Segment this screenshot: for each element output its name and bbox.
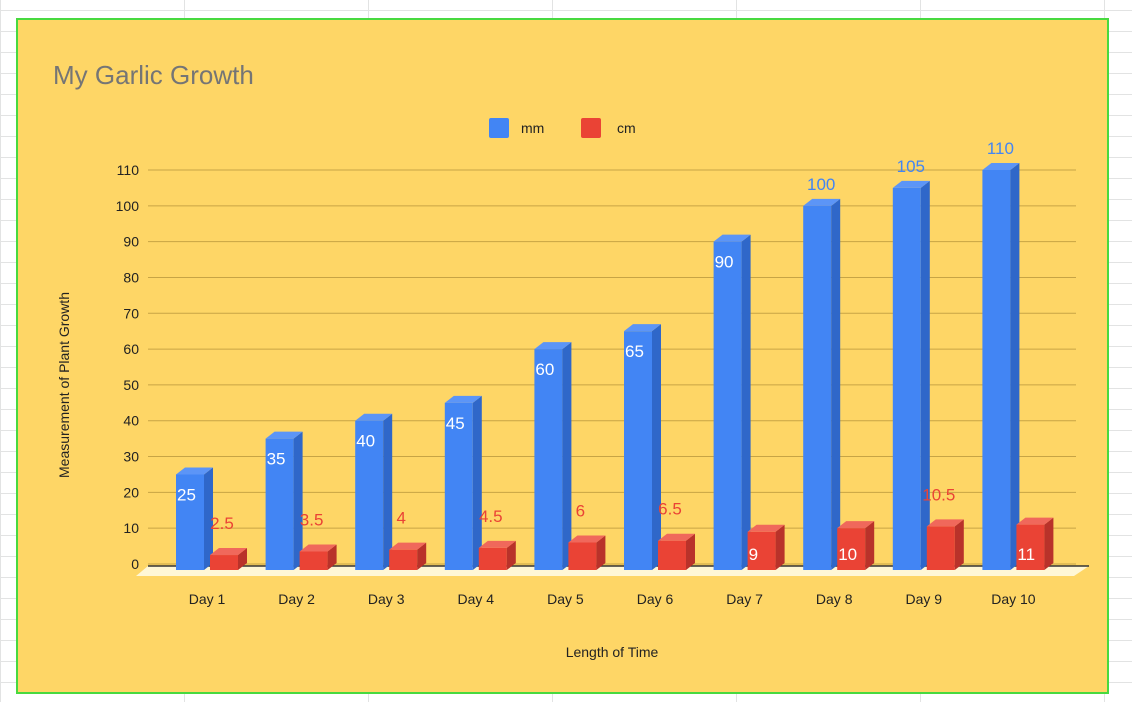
y-tick-label: 60 [123, 341, 139, 357]
x-tick-label: Day 5 [547, 591, 584, 607]
data-label-cm: 6 [576, 502, 585, 521]
bar-cm [1016, 517, 1054, 570]
data-labels: 25 2.5 35 3.5 40 4 45 4.5 60 6 65 6.5 90 9 100 10 105 10.… [177, 139, 1035, 564]
data-label-cm: 10 [838, 545, 857, 564]
x-tick-label: Day 6 [637, 591, 674, 607]
bars [176, 163, 1054, 571]
bar-mm [624, 324, 661, 570]
y-tick-label: 30 [123, 449, 139, 465]
bar-mm [355, 413, 393, 570]
bar-cm [658, 533, 695, 570]
data-label-cm: 6.5 [658, 500, 682, 519]
data-label-mm: 65 [625, 342, 644, 361]
bar-mm [982, 163, 1020, 570]
y-tick-label: 20 [123, 484, 139, 500]
data-label-mm: 105 [897, 157, 925, 176]
data-label-cm: 10.5 [922, 485, 955, 504]
data-label-cm: 4 [396, 509, 405, 528]
x-tick-label: Day 9 [906, 591, 943, 607]
bar-cm [299, 544, 337, 570]
x-tick-label: Day 8 [816, 591, 853, 607]
data-label-cm: 9 [749, 545, 758, 564]
x-tick-label: Day 7 [726, 591, 763, 607]
y-axis-ticks: 0 10 20 30 40 50 60 70 80 90 100 110 [116, 162, 140, 572]
x-tick-label: Day 3 [368, 591, 405, 607]
chart-container[interactable]: My Garlic Growth mm cm 0 10 20 30 40 50 60 70 80… [16, 18, 1109, 694]
y-tick-label: 70 [123, 305, 139, 321]
y-tick-label: 10 [123, 520, 139, 536]
legend-swatch-cm [581, 118, 601, 138]
legend-label-cm: cm [617, 120, 636, 136]
data-label-mm: 40 [356, 432, 375, 451]
bar-mm [534, 342, 572, 570]
legend[interactable]: mm cm [489, 118, 636, 138]
chart-title: My Garlic Growth [53, 60, 254, 90]
legend-swatch-mm [489, 118, 509, 138]
bar-mm [265, 431, 303, 570]
data-label-mm: 110 [987, 139, 1014, 158]
data-label-mm: 35 [267, 450, 286, 469]
bar-cm [568, 535, 606, 570]
chart-svg: My Garlic Growth mm cm 0 10 20 30 40 50 60 70 80… [53, 60, 1089, 660]
bar-mm [713, 234, 751, 571]
bar-cm [926, 519, 964, 570]
x-tick-label: Day 2 [278, 591, 315, 607]
bar-mm [892, 180, 930, 570]
y-tick-label: 90 [123, 234, 139, 250]
bar-cm [389, 542, 427, 570]
bar-mm [176, 467, 213, 570]
data-label-mm: 60 [535, 360, 554, 379]
data-label-cm: 2.5 [210, 514, 234, 533]
data-label-mm: 45 [446, 414, 465, 433]
data-label-cm: 11 [1017, 545, 1035, 564]
y-tick-label: 50 [123, 377, 139, 393]
y-tick-label: 0 [131, 556, 139, 572]
data-label-mm: 25 [177, 485, 196, 504]
bar-mm [444, 395, 482, 570]
y-tick-label: 40 [123, 413, 139, 429]
bar-cm [837, 521, 875, 570]
data-label-mm: 100 [807, 175, 835, 194]
y-tick-label: 110 [117, 162, 140, 178]
x-axis-label: Length of Time [566, 644, 659, 660]
data-label-mm: 90 [715, 253, 734, 272]
y-tick-label: 100 [116, 198, 140, 214]
x-axis-ticks: Day 1 Day 2 Day 3 Day 4 Day 5 Day 6 Day 7 Day 8… [189, 591, 1036, 607]
data-label-cm: 3.5 [300, 510, 324, 529]
x-tick-label: Day 1 [189, 591, 226, 607]
bar-mm [803, 198, 841, 570]
bar-cm [210, 548, 247, 570]
x-tick-label: Day 4 [458, 591, 495, 607]
x-tick-label: Day 10 [991, 591, 1036, 607]
data-label-cm: 4.5 [479, 507, 503, 526]
bar-cm [478, 540, 516, 570]
y-axis-label: Measurement of Plant Growth [56, 292, 72, 478]
bar-cm [747, 524, 785, 570]
y-tick-label: 80 [123, 269, 139, 285]
legend-label-mm: mm [521, 120, 544, 136]
